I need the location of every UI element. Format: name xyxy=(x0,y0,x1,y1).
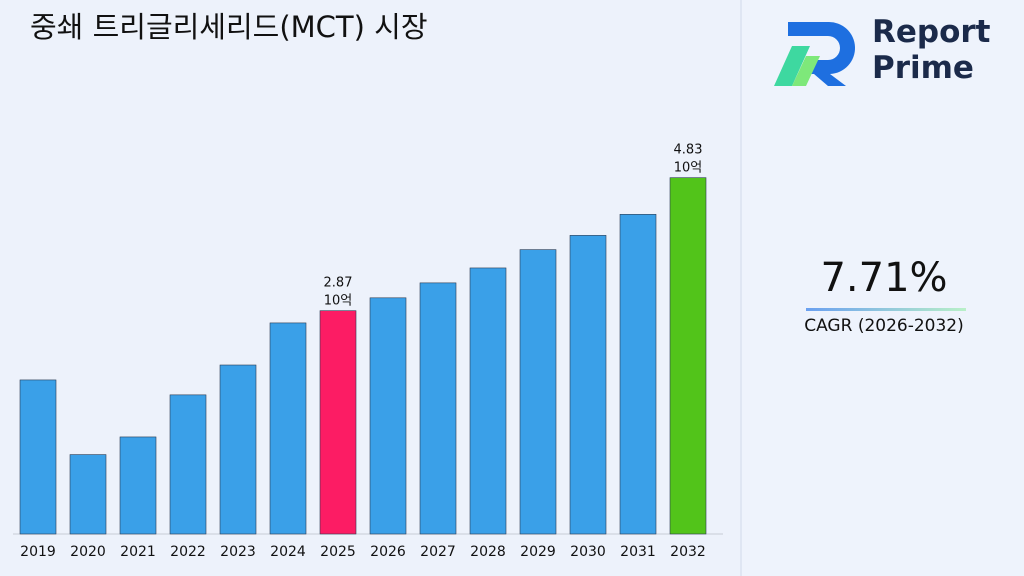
x-tick-label: 2020 xyxy=(70,544,106,560)
data-unit: 10억 xyxy=(674,161,703,176)
logo-text: Report Prime xyxy=(872,14,991,86)
chart-title: 중쇄 트리글리세리드(MCT) 시장 xyxy=(30,10,428,44)
x-tick-label: 2026 xyxy=(370,544,406,560)
x-tick-label: 2031 xyxy=(620,544,656,560)
bar xyxy=(369,297,407,535)
bar xyxy=(619,214,657,535)
cagr-label: CAGR (2026-2032) xyxy=(804,316,964,336)
bar xyxy=(19,379,57,535)
logo-mark xyxy=(774,21,856,87)
chart: 2019 2020 2021 2022 2023 2024 2025 2026 2027 2028… xyxy=(13,143,723,560)
bar xyxy=(419,282,457,535)
x-tick-label: 2023 xyxy=(220,544,256,560)
x-tick-label: 2019 xyxy=(20,544,56,560)
x-tick-label: 2021 xyxy=(120,544,156,560)
bar xyxy=(669,177,707,535)
data-unit: 10억 xyxy=(324,294,353,309)
bar xyxy=(469,267,507,535)
bar xyxy=(169,394,207,535)
bar xyxy=(219,364,257,535)
bar xyxy=(519,249,557,535)
x-tick-label: 2030 xyxy=(570,544,606,560)
bar xyxy=(269,322,307,535)
x-tick-label: 2027 xyxy=(420,544,456,560)
x-tick-label: 2028 xyxy=(470,544,506,560)
logo-line: Prime xyxy=(872,50,974,86)
x-tick-label: 2029 xyxy=(520,544,556,560)
cagr-value: 7.71% xyxy=(820,255,948,301)
data-label: 2.87 xyxy=(324,276,353,291)
x-tick-label: 2024 xyxy=(270,544,306,560)
underline xyxy=(806,308,966,311)
data-label: 4.83 xyxy=(674,143,703,158)
x-tick-label: 2022 xyxy=(170,544,206,560)
x-tick-label: 2032 xyxy=(670,544,706,560)
bar xyxy=(119,436,157,535)
bar xyxy=(319,310,357,535)
bar xyxy=(569,235,607,535)
side-panel: Report Prime 7.71% CAGR (2026-2032) xyxy=(740,0,1024,576)
x-tick-label: 2025 xyxy=(320,544,356,560)
bar xyxy=(69,454,107,535)
logo-line: Report xyxy=(872,14,991,50)
